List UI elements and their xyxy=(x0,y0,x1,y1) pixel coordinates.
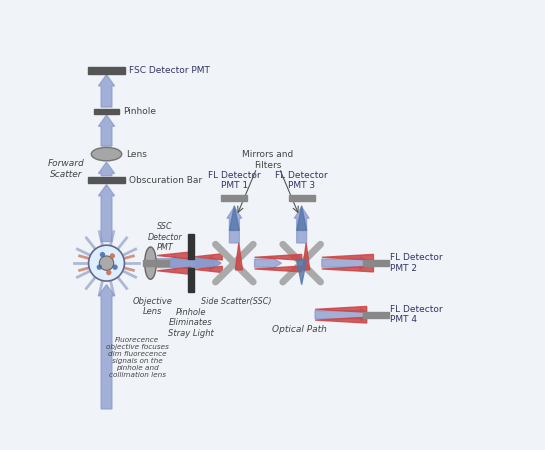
Polygon shape xyxy=(255,254,302,260)
Polygon shape xyxy=(229,206,239,230)
Text: FL Detector
PMT 2: FL Detector PMT 2 xyxy=(390,253,443,273)
Text: Mirrors and
Filters: Mirrors and Filters xyxy=(243,150,294,170)
Text: Fluorecence
objective focuses
dim fluorecence
signals on the
pinhole and
collima: Fluorecence objective focuses dim fluore… xyxy=(106,337,168,378)
Text: Forward
Scatter: Forward Scatter xyxy=(48,159,84,179)
FancyArrow shape xyxy=(315,308,371,321)
FancyArrow shape xyxy=(294,207,309,243)
Polygon shape xyxy=(315,317,367,323)
Bar xyxy=(88,177,125,183)
FancyArrow shape xyxy=(227,207,242,243)
Polygon shape xyxy=(322,254,373,260)
Ellipse shape xyxy=(144,247,156,279)
Text: Side Scatter(SSC): Side Scatter(SSC) xyxy=(201,297,272,306)
Text: FSC Detector PMT: FSC Detector PMT xyxy=(129,66,210,75)
FancyArrow shape xyxy=(99,162,114,176)
Bar xyxy=(362,312,389,318)
Ellipse shape xyxy=(91,148,122,161)
Text: Lens: Lens xyxy=(126,149,147,158)
Text: Pinhole: Pinhole xyxy=(124,107,156,116)
Text: Obscuration Bar: Obscuration Bar xyxy=(129,176,202,184)
Text: FL Detector
PMT 3: FL Detector PMT 3 xyxy=(275,171,328,190)
Polygon shape xyxy=(157,267,191,274)
Text: Optical Path: Optical Path xyxy=(272,324,327,333)
Polygon shape xyxy=(235,243,243,270)
Polygon shape xyxy=(315,306,367,312)
Polygon shape xyxy=(255,266,302,272)
Bar xyxy=(221,195,247,201)
Bar xyxy=(187,268,194,292)
Circle shape xyxy=(112,265,118,270)
Circle shape xyxy=(89,245,124,281)
FancyArrow shape xyxy=(165,256,214,270)
Circle shape xyxy=(110,253,115,259)
FancyArrow shape xyxy=(157,256,221,270)
Circle shape xyxy=(100,252,105,257)
Text: FL Detector
PMT 1: FL Detector PMT 1 xyxy=(208,171,261,190)
Bar xyxy=(362,260,389,266)
Polygon shape xyxy=(195,254,222,260)
Circle shape xyxy=(99,256,114,270)
FancyArrow shape xyxy=(322,256,371,270)
Bar xyxy=(94,109,119,114)
Text: FL Detector
PMT 4: FL Detector PMT 4 xyxy=(390,305,443,324)
FancyArrow shape xyxy=(195,256,221,270)
Polygon shape xyxy=(296,260,307,285)
Circle shape xyxy=(106,270,111,275)
Polygon shape xyxy=(296,206,307,230)
Polygon shape xyxy=(322,266,373,272)
Bar xyxy=(289,195,314,201)
Polygon shape xyxy=(157,252,191,259)
Bar xyxy=(143,260,169,266)
Text: Objective
Lens: Objective Lens xyxy=(133,297,173,316)
FancyArrow shape xyxy=(99,285,114,409)
FancyArrow shape xyxy=(99,75,114,107)
Text: Pinhole
Eliminates
Stray Light: Pinhole Eliminates Stray Light xyxy=(168,308,214,338)
FancyArrow shape xyxy=(99,184,114,242)
FancyArrow shape xyxy=(99,115,114,146)
Text: SSC
Detector
PMT: SSC Detector PMT xyxy=(148,222,182,252)
Circle shape xyxy=(96,265,102,270)
Polygon shape xyxy=(195,266,222,273)
Bar xyxy=(88,67,125,74)
Bar xyxy=(187,234,194,259)
Polygon shape xyxy=(302,243,310,270)
FancyArrow shape xyxy=(255,256,281,270)
